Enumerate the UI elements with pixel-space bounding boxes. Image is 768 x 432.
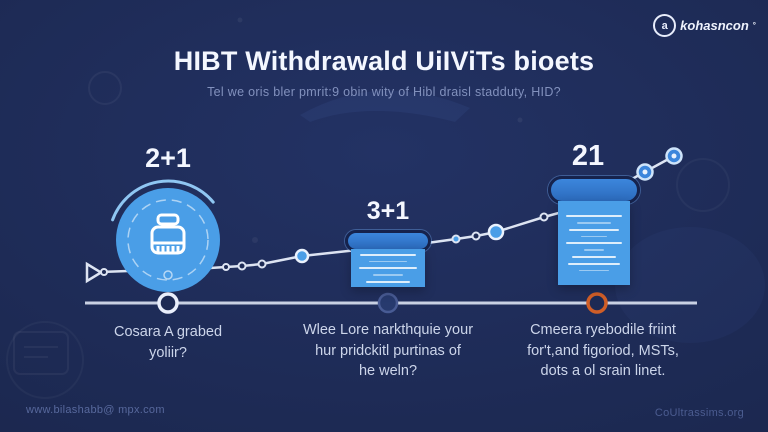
trend-line <box>85 147 683 284</box>
stage1-caption: Cosara A grabed yoliir? <box>63 322 273 363</box>
timeline-node-1 <box>157 292 179 314</box>
caption-line: hur pridckitl purtinas of <box>315 342 461 359</box>
timeline-node-2 <box>377 292 399 314</box>
brand-logo-mark: ° <box>752 21 756 30</box>
brand-logo: a kohasncon ° <box>653 14 756 37</box>
stage2-value: 3+1 <box>366 197 410 225</box>
trend-node-icon <box>487 223 505 241</box>
jar-badge-icon <box>111 179 220 292</box>
footer-url-right: CoUltrassims.org <box>654 407 744 419</box>
stage1-value: 2+1 <box>145 143 191 173</box>
document-body <box>351 249 425 287</box>
brand-logo-icon: a <box>653 14 677 37</box>
timeline-node-3 <box>586 292 608 314</box>
caption-line: dots a ol srain linet. <box>540 363 666 380</box>
timeline <box>85 292 697 314</box>
stage3-value: 21 <box>571 140 605 172</box>
page-title: HIBT Withdrawald UiIViTs bioets <box>173 46 595 76</box>
caption-line: he weln? <box>358 363 418 380</box>
document-body <box>558 201 630 285</box>
stage2-caption: Wlee Lore narkthquie your hur pridckitl … <box>281 320 495 382</box>
tall-document-icon <box>548 176 640 285</box>
caption-line: for't,and figoriod, MSTs, <box>527 342 679 359</box>
brand-logo-text: kohasncon <box>680 18 749 33</box>
trend-node-icon <box>294 248 310 264</box>
caption-line: Wlee Lore narkthquie your <box>302 322 474 338</box>
document-header <box>548 176 640 204</box>
caption-line: yoliir? <box>149 344 187 361</box>
caption-line: Cosara A grabed <box>113 324 223 340</box>
short-document-icon <box>345 230 431 287</box>
stage3-caption: Cmeera ryebodile friint for't,and figori… <box>494 320 712 382</box>
footer-url-left: www.bilashabb@ mpx.com <box>26 404 165 416</box>
page-subtitle: Tel we oris bler pmrit:9 obin wity of Hi… <box>207 85 561 99</box>
trend-start-arrow-icon <box>85 261 104 284</box>
caption-line: Cmeera ryebodile friint <box>530 322 676 338</box>
